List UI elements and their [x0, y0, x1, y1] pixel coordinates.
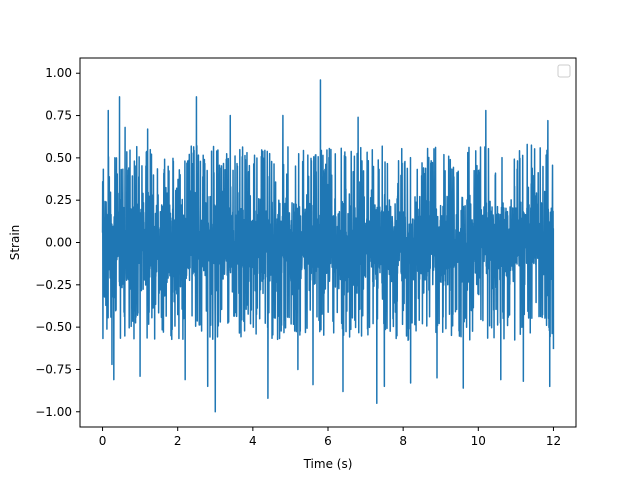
series-group [101, 79, 555, 413]
x-tick-label: 8 [399, 434, 407, 448]
x-axis-label: Time (s) [303, 457, 353, 471]
x-tick-label: 2 [174, 434, 182, 448]
x-tick-label: 0 [99, 434, 107, 448]
y-tick-label: −0.25 [35, 278, 72, 292]
y-tick-label: 0.50 [45, 151, 72, 165]
y-tick-label: −0.50 [35, 320, 72, 334]
y-tick-label: 0.00 [45, 236, 72, 250]
plot-area [79, 57, 577, 428]
strain-series-line [101, 79, 555, 413]
y-axis-ticks: −1.00 −0.75 −0.50 −0.25 0.00 0.25 0.50 0.75 1.00 [35, 66, 80, 419]
y-axis-label: Strain [8, 225, 22, 261]
x-tick-label: 6 [324, 434, 332, 448]
y-tick-label: −1.00 [35, 405, 72, 419]
x-axis-ticks: 0 2 4 6 8 10 12 [99, 427, 561, 448]
legend-box [557, 64, 571, 78]
y-tick-label: 0.25 [45, 193, 72, 207]
y-tick-label: 1.00 [45, 66, 72, 80]
x-tick-label: 12 [546, 434, 561, 448]
y-tick-label: −0.75 [35, 362, 72, 376]
x-tick-label: 10 [471, 434, 486, 448]
y-tick-label: 0.75 [45, 109, 72, 123]
x-tick-label: 4 [249, 434, 257, 448]
